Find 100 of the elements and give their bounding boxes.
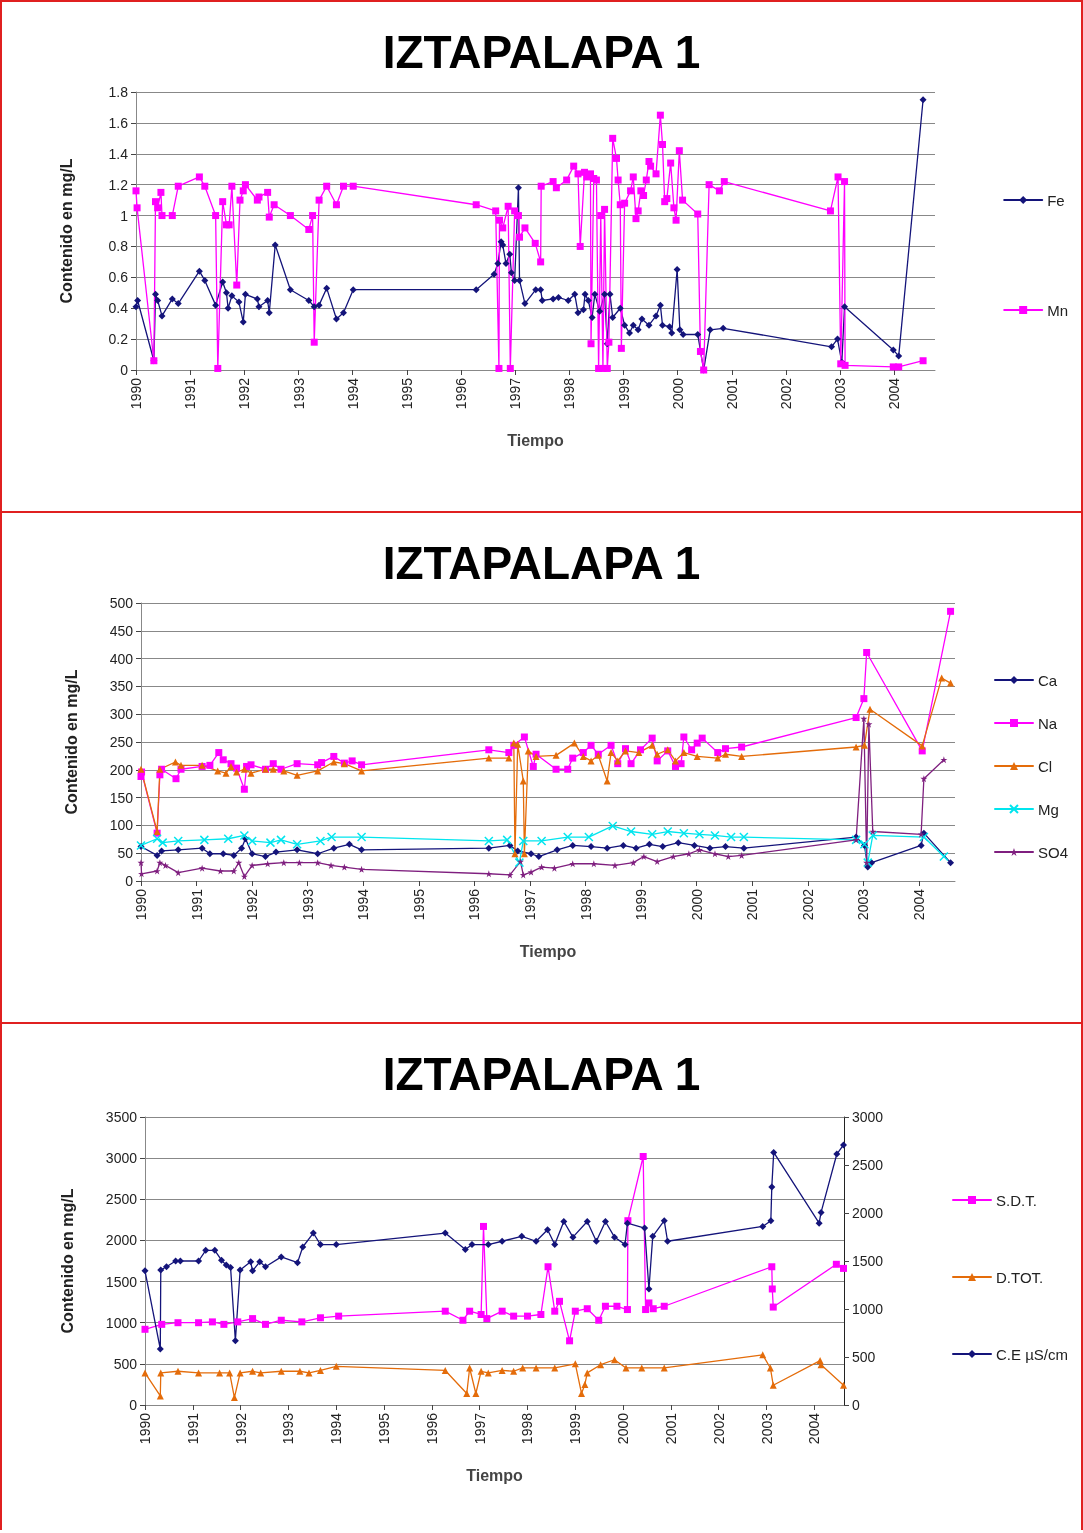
y-tick-label: 1000 [105,1314,138,1331]
y2-tick-label: 1500 [852,1253,884,1269]
y-tick-label: 2000 [105,1232,138,1249]
y-tick-label: 0 [120,362,129,378]
x-tick-label: 1999 [633,888,650,921]
y-tick-label: 0.2 [108,331,129,348]
x-tick-label: 1995 [410,888,427,921]
x-tick-label: 1992 [244,888,261,921]
legend-label: SO4 [1037,843,1068,861]
x-tick-label: 1999 [567,1412,584,1445]
y-tick-label: 0.6 [108,269,129,286]
y-tick-label: 500 [113,1355,138,1372]
y2-tick-label: 3000 [852,1109,884,1125]
y-tick-label: 350 [109,678,134,695]
y-tick-label: 1.4 [108,145,129,162]
x-tick-label: 2001 [662,1412,679,1445]
x-tick-label: 2001 [744,888,761,921]
y-tick-label: 300 [109,706,134,723]
y-tick-label: 1 [120,207,129,224]
x-tick-label: 1991 [182,377,199,410]
y-tick-label: 500 [109,595,134,611]
x-axis-title: Tiempo [507,431,565,449]
x-tick-label: 1992 [232,1412,249,1445]
y-tick-label: 2500 [105,1191,138,1208]
x-tick-label: 2004 [886,377,903,410]
x-tick-label: 1990 [133,888,149,921]
x-tick-label: 1995 [398,377,415,410]
y2-tick-label: 0 [852,1397,860,1413]
x-tick-label: 1990 [137,1412,153,1445]
x-tick-label: 1996 [423,1412,440,1445]
x-tick-label: 2004 [806,1412,823,1445]
y-tick-label: 200 [109,761,134,778]
x-tick-label: 2002 [710,1412,727,1445]
y-tick-label: 0 [125,873,134,889]
x-tick-label: 1993 [299,888,316,921]
chart-title: IZTAPALAPA 1 [382,1048,701,1100]
x-tick-label: 2003 [855,888,872,921]
y-tick-label: 3500 [105,1109,138,1125]
x-tick-label: 2002 [799,888,816,921]
x-tick-label: 1994 [328,1412,345,1445]
y-tick-label: 250 [109,734,134,750]
x-axis-title: Tiempo [519,942,577,960]
x-tick-label: 1999 [615,377,632,410]
x-tick-label: 2002 [778,377,795,410]
y-tick-label: 1.6 [108,114,129,131]
y-tick-label: 1.8 [108,84,129,100]
x-tick-label: 2000 [669,377,686,410]
x-tick-label: 2000 [615,1412,632,1445]
legend-label: Na [1037,714,1058,732]
legend-label: C.E µS/cm [996,1345,1068,1363]
x-tick-label: 1997 [507,377,524,410]
x-tick-label: 1994 [344,377,361,410]
y2-tick-label: 2000 [852,1205,884,1221]
y-axis-title: Contenido en mg/L [62,669,80,815]
legend-label: Fe [1047,191,1065,209]
x-tick-label: 2000 [688,888,705,921]
y-tick-label: 50 [117,845,134,862]
y2-tick-label: 500 [852,1349,876,1365]
x-tick-label: 1991 [188,888,205,921]
y-tick-label: 150 [109,789,134,806]
x-tick-label: 1993 [290,377,307,410]
x-tick-label: 1998 [561,377,578,410]
x-tick-label: 1991 [184,1412,201,1445]
x-tick-label: 1996 [453,377,470,410]
x-tick-label: 1992 [236,377,253,410]
y-tick-label: 0.4 [108,300,129,317]
x-tick-label: 1998 [519,1412,536,1445]
x-tick-label: 1998 [577,888,594,921]
y-tick-label: 100 [109,817,134,834]
y-tick-label: 0.8 [108,238,129,255]
legend-label: Ca [1037,671,1058,689]
x-tick-label: 1996 [466,888,483,921]
chart-title: IZTAPALAPA 1 [382,537,701,589]
y-tick-label: 400 [109,650,134,667]
x-tick-label: 2003 [758,1412,775,1445]
x-tick-label: 1990 [128,377,144,410]
y-axis-title: Contenido en mg/L [57,158,75,304]
legend-label: Mn [1047,301,1069,319]
legend-label: S.D.T. [996,1191,1037,1209]
legend-label: Mg [1037,800,1059,818]
x-tick-label: 2003 [832,377,849,410]
x-tick-label: 2004 [910,888,927,921]
y-tick-label: 0 [129,1397,138,1413]
x-tick-label: 1993 [280,1412,297,1445]
y-tick-label: 1.2 [108,176,129,193]
x-tick-label: 1997 [471,1412,488,1445]
legend-label: Cl [1037,757,1053,775]
x-tick-label: 2001 [723,377,740,410]
y2-tick-label: 1000 [852,1301,884,1317]
y-axis-title: Contenido en mg/L [58,1188,76,1334]
chart-title: IZTAPALAPA 1 [382,26,701,78]
y-tick-label: 1500 [105,1273,138,1290]
y2-tick-label: 2500 [852,1157,884,1173]
y-tick-label: 3000 [105,1150,138,1167]
y-tick-label: 450 [109,622,134,639]
x-axis-title: Tiempo [466,1466,524,1484]
x-tick-label: 1995 [376,1412,393,1445]
x-tick-label: 1997 [521,888,538,921]
x-tick-label: 1994 [355,888,372,921]
legend-label: D.TOT. [996,1268,1044,1286]
